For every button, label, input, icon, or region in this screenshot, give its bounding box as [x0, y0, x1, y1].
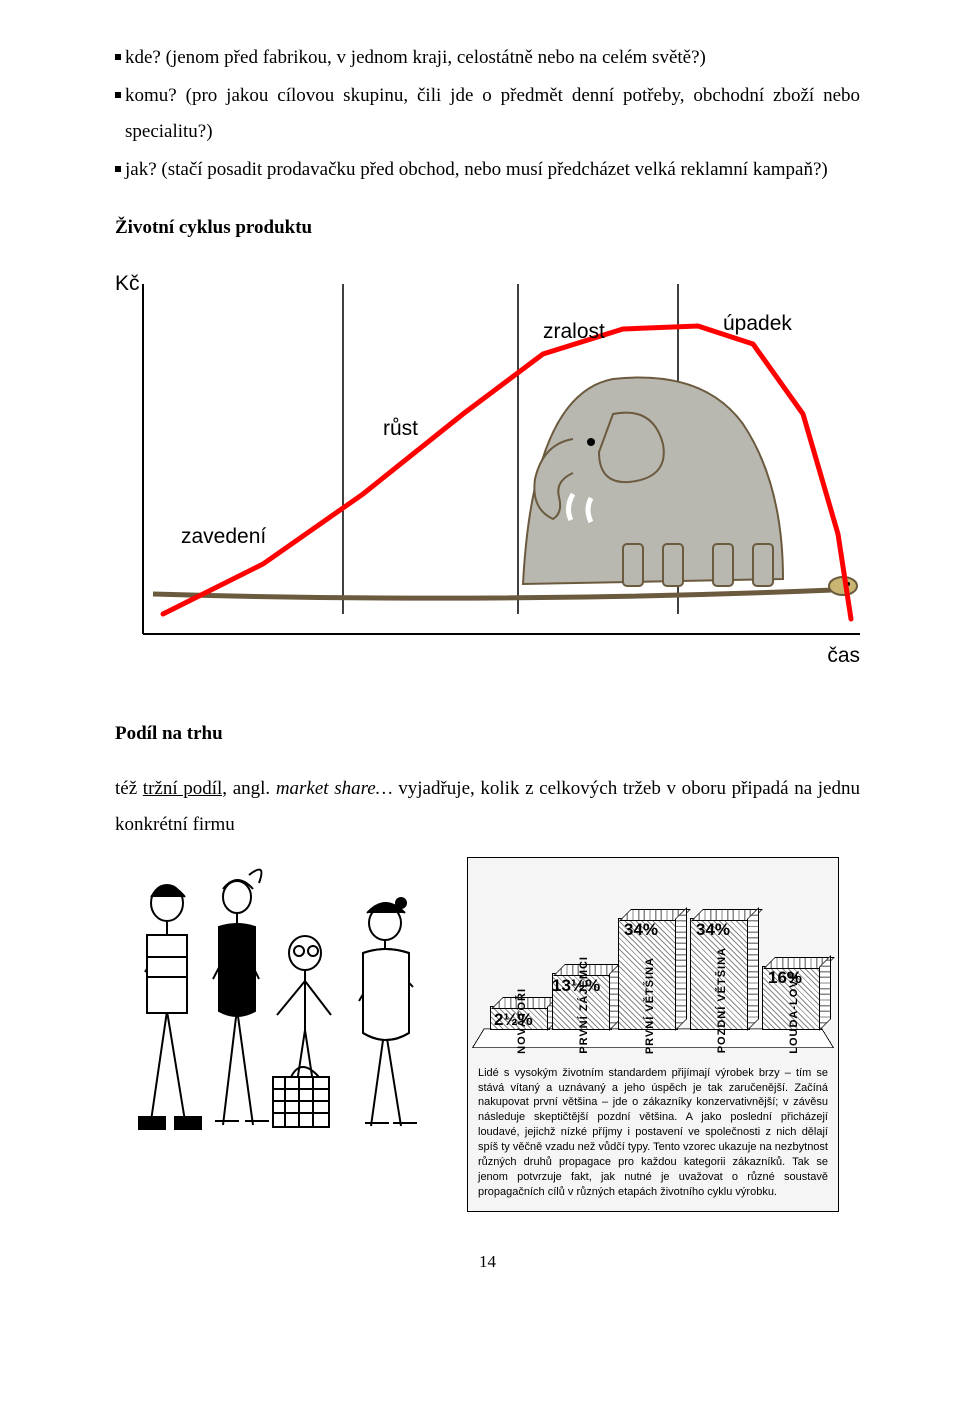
x-axis-label: čas — [827, 636, 860, 676]
people-illustration — [115, 857, 445, 1207]
bullet-icon — [115, 54, 121, 60]
stage-label-rust: růst — [383, 409, 418, 449]
adopter-percent: 34% — [624, 914, 658, 946]
bullet-item: kde? (jenom před fabrikou, v jednom kraj… — [115, 40, 860, 76]
ms-underlined: tržní podíl, — [143, 778, 227, 799]
adopter-category-label: PRVNÍ ZÁJEMCI — [574, 956, 595, 1054]
ms-after: angl. — [227, 778, 276, 799]
adopters-paragraph: Lidé s vysokým životním standardem přijí… — [468, 1058, 838, 1212]
adopter-category-label: POZDNÍ VĚTŠINA — [712, 947, 733, 1053]
bullet-icon — [115, 166, 121, 172]
adopter-category-label: LOUDA-LOVÉ — [784, 971, 805, 1054]
bullet-icon — [115, 92, 121, 98]
adopters-chart: 2½%NOVÁTOŘI13½%PRVNÍ ZÁJEMCI34%PRVNÍ VĚT… — [468, 858, 838, 1058]
adopter-percent: 34% — [696, 914, 730, 946]
market-share-paragraph: též tržní podíl, angl. market share… vyj… — [115, 771, 860, 843]
stage-label-zralost: zralost — [543, 312, 605, 352]
bullet-text: komu? (pro jakou cílovou skupinu, čili j… — [125, 78, 860, 150]
ms-prefix: též — [115, 778, 143, 799]
document-page: kde? (jenom před fabrikou, v jednom kraj… — [0, 0, 960, 1319]
bullet-item: jak? (stačí posadit prodavačku před obch… — [115, 152, 860, 188]
heading-lifecycle: Životní cyklus produktu — [115, 210, 860, 246]
bullet-item: komu? (pro jakou cílovou skupinu, čili j… — [115, 78, 860, 150]
adopter-category-label: PRVNÍ VĚTŠINA — [640, 957, 661, 1054]
bottom-row: 2½%NOVÁTOŘI13½%PRVNÍ ZÁJEMCI34%PRVNÍ VĚT… — [115, 857, 860, 1213]
stage-label-upadek: úpadek — [723, 304, 792, 344]
ms-italic: market share… — [276, 778, 393, 799]
bullet-text: jak? (stačí posadit prodavačku před obch… — [125, 152, 860, 188]
y-axis-label: Kč — [115, 264, 140, 304]
heading-market-share: Podíl na trhu — [115, 716, 860, 752]
bullet-text: kde? (jenom před fabrikou, v jednom kraj… — [125, 40, 860, 76]
lifecycle-chart: Kč čas zavedení růst zralost úpadek — [115, 264, 860, 694]
stage-label-zavedeni: zavedení — [181, 517, 266, 557]
adopters-infographic: 2½%NOVÁTOŘI13½%PRVNÍ ZÁJEMCI34%PRVNÍ VĚT… — [467, 857, 839, 1213]
bullet-list: kde? (jenom před fabrikou, v jednom kraj… — [115, 40, 860, 188]
page-number: 14 — [115, 1246, 860, 1278]
adopter-category-label: NOVÁTOŘI — [512, 988, 533, 1054]
people-svg — [115, 857, 445, 1207]
